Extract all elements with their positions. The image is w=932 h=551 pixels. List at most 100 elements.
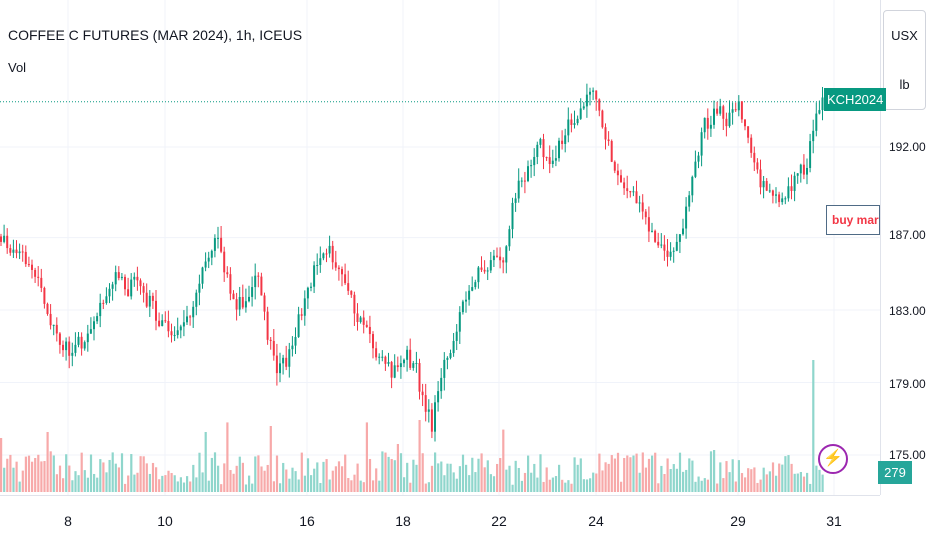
candle xyxy=(93,321,95,330)
volume-bar xyxy=(179,477,182,492)
volume-bar xyxy=(638,472,641,492)
candle xyxy=(127,289,130,297)
candle xyxy=(700,132,703,156)
time-scale[interactable]: 8 10 16 18 22 24 29 31 xyxy=(0,495,880,551)
candle xyxy=(294,336,297,346)
currency-unit-button[interactable]: USX lb xyxy=(883,10,926,110)
candle xyxy=(558,140,560,159)
volume-bar xyxy=(89,454,93,492)
volume-bar xyxy=(716,483,719,492)
volume-bar xyxy=(68,465,71,492)
candle xyxy=(182,322,185,327)
volume-bar xyxy=(99,459,102,492)
candle xyxy=(589,91,591,95)
volume-bar xyxy=(613,458,616,492)
volume-bar xyxy=(418,420,421,492)
candlestick-chart[interactable] xyxy=(0,0,880,495)
lightning-bolt-icon[interactable]: ⚡ xyxy=(818,444,848,474)
candle xyxy=(682,228,684,235)
candle xyxy=(269,339,272,341)
candle xyxy=(344,274,347,284)
candle xyxy=(660,244,663,246)
volume-bar xyxy=(192,464,195,492)
volume-bar xyxy=(654,452,657,492)
candle xyxy=(319,258,322,265)
volume-bar xyxy=(328,479,331,492)
volume-bar xyxy=(691,460,694,492)
candle xyxy=(573,123,576,125)
volume-bar xyxy=(120,453,124,492)
alert-label[interactable]: buy marc xyxy=(826,205,880,235)
candle xyxy=(496,255,498,257)
price-tick: 175.00 xyxy=(889,448,926,462)
candle xyxy=(145,292,148,307)
volume-bar xyxy=(226,422,229,492)
volume-bar xyxy=(55,474,58,492)
candle xyxy=(452,340,455,354)
volume-bar xyxy=(641,452,644,492)
volume-bar xyxy=(675,468,678,492)
chart-area[interactable]: COFFEE C FUTURES (MAR 2024), 1h, ICEUS V… xyxy=(0,0,880,495)
volume-bar xyxy=(765,474,768,492)
candle xyxy=(46,303,49,314)
volume-bar xyxy=(170,473,173,492)
candle xyxy=(517,180,520,199)
volume-bar xyxy=(747,468,750,492)
volume-bar xyxy=(257,455,260,492)
candle xyxy=(505,246,508,263)
candle xyxy=(784,198,787,200)
volume-bar xyxy=(387,456,390,492)
price-tick: 183.00 xyxy=(889,304,926,318)
candle xyxy=(68,341,71,356)
volume-bar xyxy=(297,479,300,492)
volume-bar xyxy=(564,482,567,492)
volume-bar xyxy=(802,476,806,492)
candle xyxy=(133,276,136,280)
candle xyxy=(148,295,151,307)
volume-bar xyxy=(452,472,455,492)
candle xyxy=(362,317,365,325)
volume-bar xyxy=(672,464,675,492)
candle xyxy=(176,330,179,336)
candle xyxy=(638,202,641,204)
volume-bar xyxy=(102,462,105,492)
volume-bar xyxy=(198,452,201,492)
candle xyxy=(331,245,334,263)
volume-bar xyxy=(706,479,709,492)
candle xyxy=(96,316,99,322)
candle xyxy=(89,329,92,334)
candle xyxy=(300,314,303,316)
candle xyxy=(322,253,325,259)
candle xyxy=(595,90,598,100)
volume-bar xyxy=(396,444,399,492)
candle xyxy=(651,230,653,232)
volume-legend-label[interactable]: Vol xyxy=(8,60,27,75)
volume-bar xyxy=(217,465,220,492)
candle xyxy=(179,326,182,331)
candle xyxy=(716,108,719,114)
candle xyxy=(37,276,40,278)
candle xyxy=(771,190,774,196)
time-tick: 16 xyxy=(299,513,315,529)
candle xyxy=(449,353,452,358)
candle xyxy=(706,117,709,129)
candle xyxy=(678,234,681,242)
candle xyxy=(136,276,139,281)
volume-bar xyxy=(117,467,120,492)
candle xyxy=(691,176,694,196)
volume-bar xyxy=(43,461,46,492)
candle xyxy=(9,248,12,253)
candle xyxy=(790,186,793,191)
candle xyxy=(142,286,145,293)
candle xyxy=(728,112,731,127)
candle xyxy=(461,301,464,313)
candle xyxy=(756,162,759,170)
volume-bar xyxy=(784,456,787,492)
volume-bar xyxy=(303,475,306,492)
candle xyxy=(248,296,250,302)
chart-title[interactable]: COFFEE C FUTURES (MAR 2024), 1h, ICEUS xyxy=(8,27,303,43)
candle xyxy=(480,267,483,270)
volume-bar xyxy=(551,477,554,492)
volume-bar xyxy=(815,465,818,492)
candle xyxy=(21,251,24,253)
